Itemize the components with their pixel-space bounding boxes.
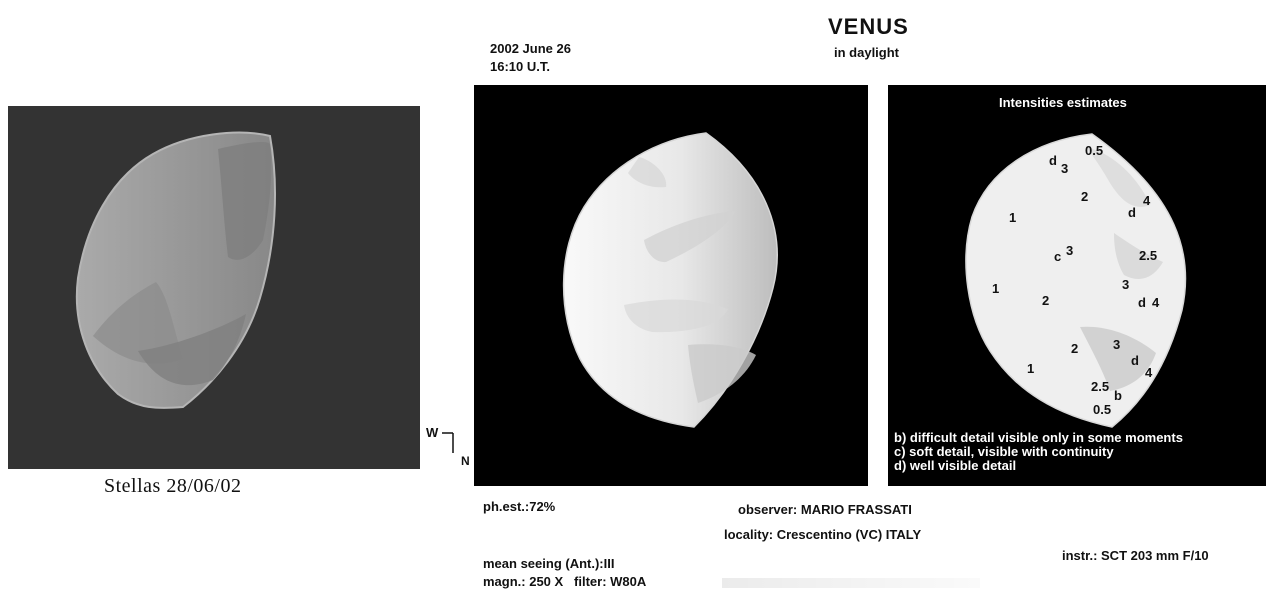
left-venus-image [75,131,277,409]
page-title: VENUS [828,14,909,39]
intensity-mark-3: 0.5 [1085,143,1104,158]
observer-info: observer: MARIO FRASSATI [738,502,912,517]
intensity-mark-14: d [1138,295,1146,310]
intensity-mark-15: 4 [1152,295,1160,310]
center-venus-panel [474,85,868,486]
intensity-mark-4: 2 [1081,189,1089,204]
intensity-mark-11: 1 [992,281,1000,296]
orientation-marker [442,427,470,453]
faint-residual-strip [722,578,980,588]
intensity-mark-23: 0.5 [1093,402,1112,417]
intensity-mark-19: 4 [1145,365,1153,380]
intensity-mark-18: d [1131,353,1139,368]
intensity-panel-title: Intensities estimates [999,95,1127,110]
observation-time: 16:10 U.T. [490,59,550,74]
intensity-mark-7: 1 [1009,210,1017,225]
intensity-mark-12: 2 [1042,293,1050,308]
center-venus-image [562,132,778,428]
intensity-mark-8: c [1054,249,1062,264]
phase-estimate: ph.est.:72% [483,499,556,514]
legend-item-b: b) difficult detail visible only in some… [894,430,1183,445]
intensity-mark-22: b [1114,388,1122,403]
intensity-map [965,133,1187,428]
seeing-info: mean seeing (Ant.):III [483,556,615,571]
intensity-mark-16: 2 [1071,341,1079,356]
intensity-mark-13: 3 [1122,277,1130,292]
legend-item-c: c) soft detail, visible with continuity [894,444,1114,459]
intensity-mark-6: 4 [1143,193,1151,208]
north-label: N [461,454,470,468]
instrument-info: instr.: SCT 203 mm F/10 [1062,548,1209,563]
magnification-filter-info: magn.: 250 X filter: W80A [483,574,647,589]
intensity-mark-1: d [1049,153,1057,168]
intensity-mark-20: 1 [1027,361,1035,376]
intensity-mark-21: 2.5 [1091,379,1110,394]
intensity-mark-10: 2.5 [1139,248,1158,263]
intensity-mark-9: 3 [1066,243,1074,258]
intensity-mark-5: d [1128,205,1136,220]
intensity-mark-17: 3 [1113,337,1121,352]
observation-date: 2002 June 26 [490,41,571,56]
intensity-panel: Intensities estimates d 3 0.5 2 d 4 1 c … [888,85,1266,486]
locality-info: locality: Crescentino (VC) ITALY [724,527,922,542]
west-label: W [426,425,439,440]
compass-lines-icon [442,432,454,453]
left-venus-panel [8,106,420,469]
page-subtitle: in daylight [834,45,899,60]
legend-item-d: d) well visible detail [894,458,1017,473]
intensity-mark-2: 3 [1061,161,1069,176]
left-panel-caption: Stellas 28/06/02 [104,475,242,497]
